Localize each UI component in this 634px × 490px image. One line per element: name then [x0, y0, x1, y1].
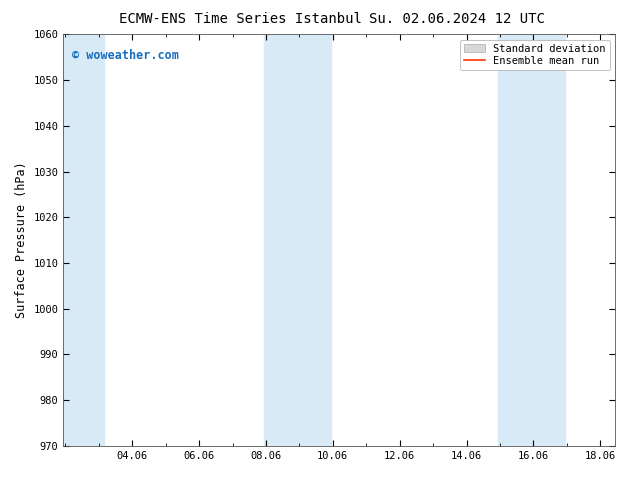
Bar: [264, 34, 331, 446]
Bar: [498, 34, 565, 446]
Text: © woweather.com: © woweather.com: [72, 49, 179, 62]
Text: ECMW-ENS Time Series Istanbul: ECMW-ENS Time Series Istanbul: [119, 12, 363, 26]
Y-axis label: Surface Pressure (hPa): Surface Pressure (hPa): [15, 162, 28, 318]
Legend: Standard deviation, Ensemble mean run: Standard deviation, Ensemble mean run: [460, 40, 610, 70]
Bar: [63, 34, 103, 446]
Text: Su. 02.06.2024 12 UTC: Su. 02.06.2024 12 UTC: [368, 12, 545, 26]
